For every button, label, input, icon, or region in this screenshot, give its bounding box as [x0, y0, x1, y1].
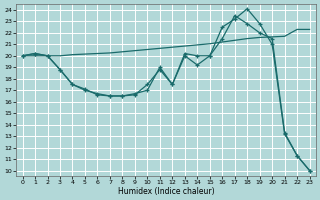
X-axis label: Humidex (Indice chaleur): Humidex (Indice chaleur)	[118, 187, 214, 196]
